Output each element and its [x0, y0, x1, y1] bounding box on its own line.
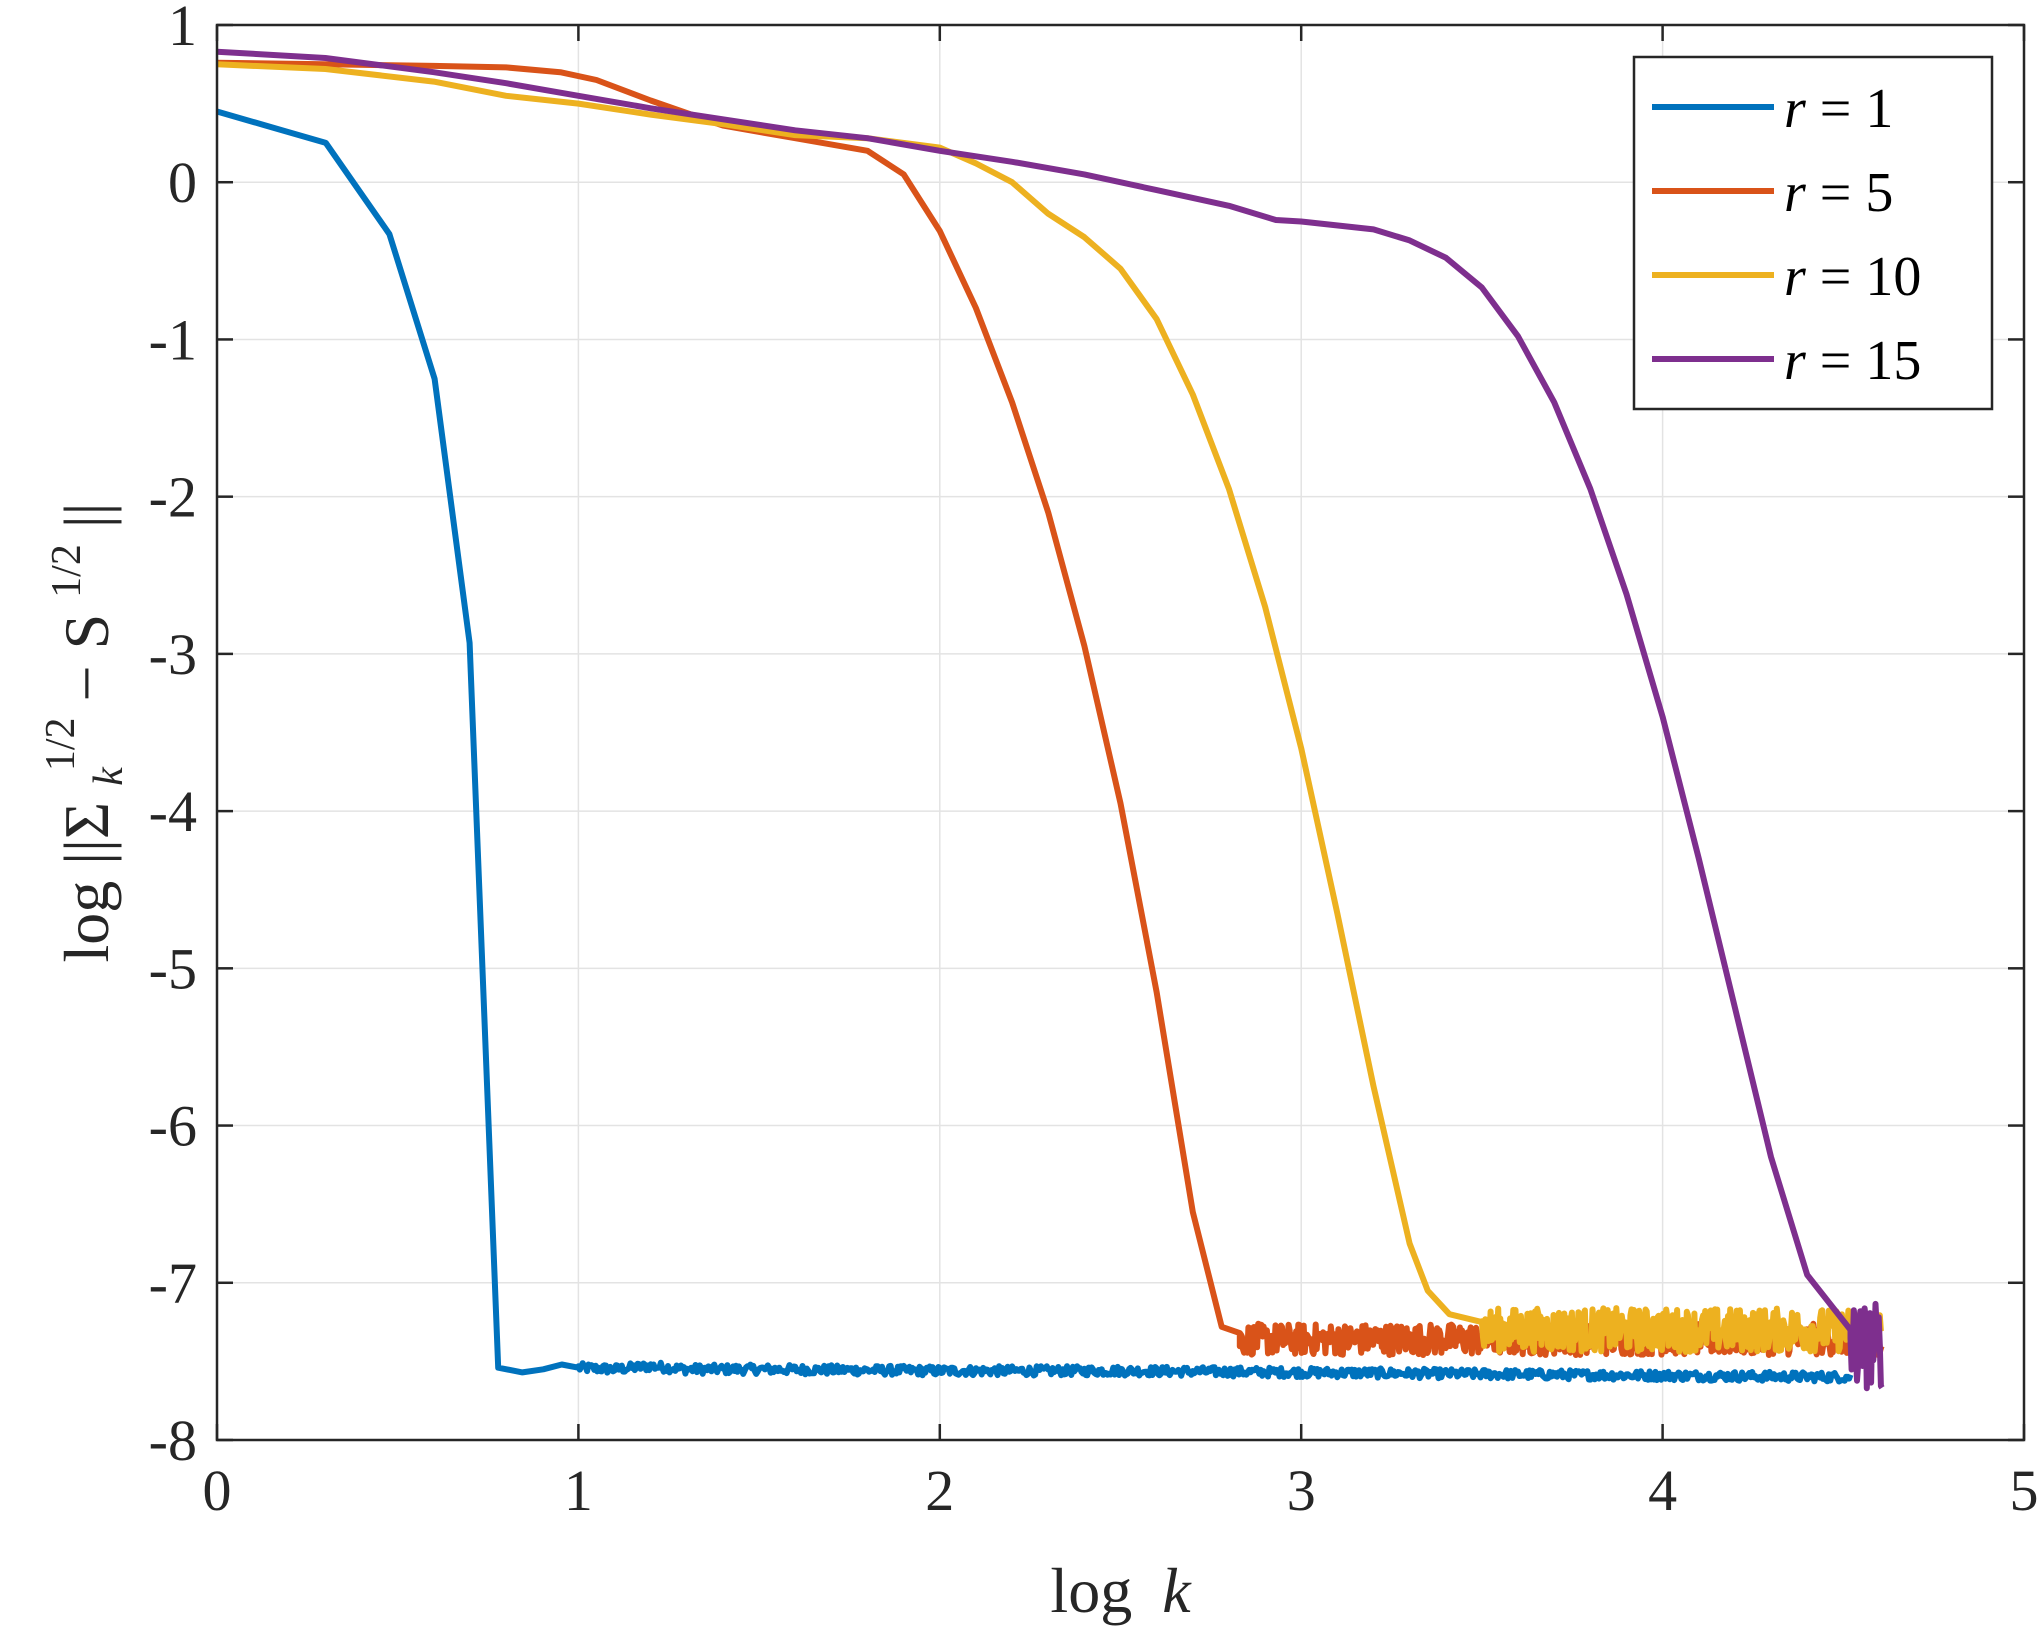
y-label-mid: − S	[51, 614, 122, 702]
legend-var: r	[1784, 78, 1806, 140]
legend-label: r = 1	[1784, 78, 1893, 140]
x-tick-label: 4	[1648, 1458, 1677, 1523]
legend-label: r = 5	[1784, 162, 1893, 224]
x-axis-label: log k	[1050, 1555, 1192, 1626]
axes-box	[215, 23, 2026, 1442]
legend-value: = 1	[1806, 78, 1894, 140]
x-tick-label: 0	[203, 1458, 232, 1523]
legend-var: r	[1784, 162, 1806, 224]
y-tick-label: 0	[168, 150, 197, 215]
x-tick-label: 1	[564, 1458, 593, 1523]
y-label-end: ||	[51, 503, 122, 529]
y-label-start: log ||Σ	[51, 802, 122, 963]
series-line-3	[216, 61, 1884, 1355]
legend-label: r = 15	[1784, 330, 1921, 392]
legend: r = 1r = 5r = 10r = 15	[1632, 55, 1994, 411]
y-tick-label: -7	[149, 1251, 197, 1316]
series-group	[216, 48, 1885, 1392]
series-line-4	[216, 48, 1885, 1392]
x-label-var: k	[1162, 1555, 1192, 1626]
tick-labels: 0 1 2 3 4 5 1 0 -1 -2 -3 -4 -5 -6 -7 -8	[149, 0, 2039, 1523]
x-tick-label: 2	[925, 1458, 954, 1523]
y-tick-label: -2	[149, 465, 197, 530]
x-label-log: log	[1050, 1555, 1132, 1626]
y-tick-label: -3	[149, 622, 197, 687]
axis-ticks	[215, 23, 2026, 1442]
legend-box	[1632, 55, 1994, 411]
y-tick-label: -1	[149, 307, 197, 372]
y-tick-label: 1	[168, 0, 197, 58]
x-tick-label: 5	[2010, 1458, 2039, 1523]
y-tick-label: -6	[149, 1094, 197, 1159]
legend-var: r	[1784, 330, 1806, 392]
y-label-sup2: 1/2	[44, 544, 90, 598]
y-axis-label: log ||Σ k 1/2 − S 1/2 ||	[17, 503, 136, 963]
legend-var: r	[1784, 246, 1806, 308]
y-tick-label: -5	[149, 936, 197, 1001]
legend-value: = 5	[1806, 162, 1894, 224]
legend-value: = 15	[1806, 330, 1922, 392]
legend-value: = 10	[1806, 246, 1922, 308]
legend-label: r = 10	[1784, 246, 1921, 308]
y-label-sub: k	[86, 766, 132, 786]
y-tick-label: -8	[149, 1408, 197, 1473]
y-label-sup1: 1/2	[38, 718, 84, 772]
x-tick-label: 3	[1287, 1458, 1316, 1523]
y-tick-label: -4	[149, 779, 197, 844]
series-line-1	[216, 108, 1854, 1385]
